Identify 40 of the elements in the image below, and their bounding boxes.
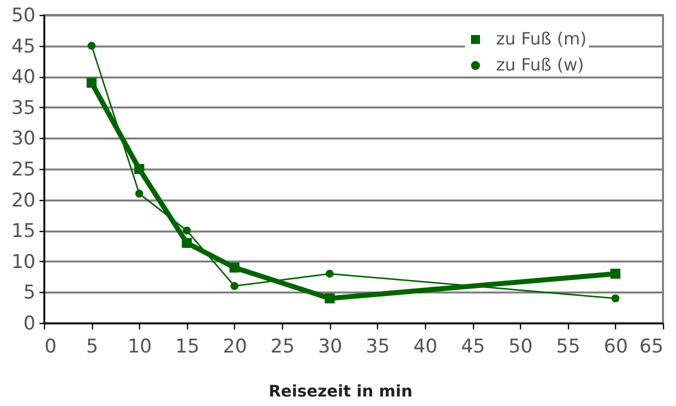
- point: [610, 268, 620, 279]
- x-tick-label: 50: [508, 336, 533, 358]
- point: [229, 262, 240, 273]
- legend-label: zu Fuß (w): [496, 56, 584, 76]
- x-tick-label: 5: [86, 336, 98, 358]
- point: [611, 294, 620, 302]
- point: [88, 42, 96, 50]
- point: [182, 238, 192, 248]
- point: [134, 164, 144, 174]
- point: [326, 270, 334, 278]
- point: [86, 78, 97, 88]
- legend-label: zu Fuß (m): [496, 30, 587, 50]
- x-tick-label: 60: [604, 336, 628, 358]
- x-tick-label: 65: [639, 336, 664, 358]
- y-tick-label: 20: [11, 189, 36, 212]
- x-axis-title: Reisezeit in min: [268, 382, 412, 400]
- x-tick-label: 20: [222, 336, 248, 358]
- x-tick-label: 25: [270, 336, 295, 358]
- x-tick-label: 35: [366, 336, 390, 358]
- y-tick-label: 0: [23, 312, 36, 334]
- y-tick-label: 10: [11, 250, 36, 273]
- x-tick-label: 0: [44, 336, 57, 358]
- x-tick-label: 55: [556, 336, 580, 358]
- y-tick-label: 25: [11, 158, 36, 180]
- y-tick-label: 45: [11, 35, 36, 58]
- x-tick-label: 30: [318, 336, 342, 358]
- point: [182, 226, 191, 235]
- y-tick-label: 15: [11, 220, 36, 242]
- point: [324, 293, 335, 304]
- x-tick-label: 40: [413, 336, 438, 358]
- x-tick-label: 45: [460, 336, 486, 358]
- y-tick-label: 30: [11, 128, 36, 150]
- y-tick-label: 40: [11, 66, 36, 88]
- point: [135, 190, 144, 198]
- x-tick-label: 15: [175, 336, 200, 358]
- y-tick-label: 5: [23, 282, 36, 304]
- y-tick-label: 35: [11, 96, 36, 119]
- y-tick-label: 50: [11, 4, 36, 26]
- x-tick-label: 10: [128, 336, 152, 358]
- point: [230, 282, 238, 290]
